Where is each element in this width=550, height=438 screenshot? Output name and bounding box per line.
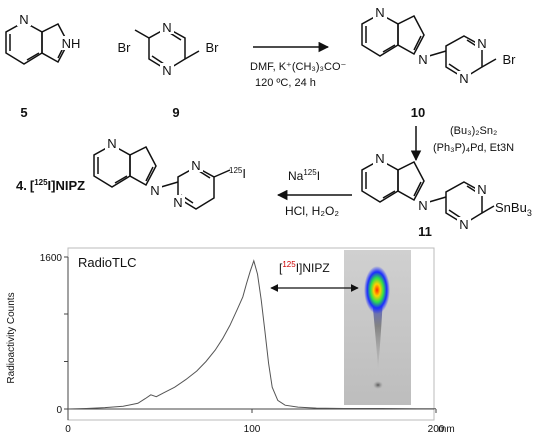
- compound-11-sn: SnBu: [495, 200, 527, 215]
- compound-4-atom-n-pz1: N: [191, 158, 200, 173]
- compound-11-atom-n-pz2: N: [459, 217, 468, 232]
- compound-11-label: 11: [418, 224, 432, 239]
- compound-10-atom-n-pz2: N: [459, 71, 468, 86]
- compound-4-atom-n-pyrrole: N: [150, 183, 159, 198]
- compound-5-atom-n: N: [19, 12, 28, 27]
- y-tick-label: 0: [56, 405, 62, 416]
- compound-10-atom-n-top: N: [375, 5, 384, 20]
- step3-conditions-1: Na125I: [288, 168, 320, 183]
- compound-5-structure: [5, 21, 69, 65]
- compound-9-br-right: Br: [206, 40, 220, 55]
- step2-conditions-1: (Bu₃)₂Sn₂: [450, 125, 497, 137]
- compound-4-atom-n-pz2: N: [173, 195, 182, 210]
- compound-11-sn-sub: 3: [527, 208, 532, 218]
- compound-4-structure: [93, 144, 231, 210]
- reaction-scheme: N NH 5 N N Br Br 9 DMF, K⁺(CH₃)₃CO⁻ 120 …: [5, 5, 532, 239]
- step1-conditions-1: DMF, K⁺(CH₃)₃CO⁻: [250, 61, 347, 73]
- x-tick-label: 100: [244, 424, 261, 435]
- compound-10-atom-n-pyrrole: N: [418, 52, 427, 67]
- compound-4-atom-n-top: N: [107, 136, 116, 151]
- y-axis-label: Radioactivity Counts: [6, 292, 17, 383]
- x-tick-label: 0: [65, 424, 71, 435]
- chart-title: RadioTLC: [78, 255, 137, 270]
- x-axis-unit: mm: [438, 424, 455, 435]
- compound-10-br: Br: [503, 52, 517, 67]
- compound-9-br-left: Br: [118, 40, 132, 55]
- compound-4-iodine: 125I: [229, 166, 246, 181]
- y-tick-label: 1600: [40, 253, 63, 264]
- compound-10-label: 10: [411, 105, 425, 120]
- y-ticks: 0 1600: [40, 253, 68, 416]
- step3-conditions-2: HCl, H₂O₂: [285, 204, 339, 218]
- step1-conditions-2: 120 ºC, 24 h: [255, 77, 316, 89]
- compound-9-atom-n: N: [162, 20, 171, 35]
- compound-5-atom-nh: NH: [62, 36, 81, 51]
- radiotlc-chart: 0 1600 0 100 200 RadioTLC Radioactivity Cou…: [6, 247, 455, 435]
- compound-10-atom-n-pz1: N: [477, 36, 486, 51]
- compound-4-label: 4. [125I]NIPZ: [16, 178, 85, 193]
- compound-11-substituent: SnBu3: [495, 200, 532, 218]
- compound-9-label: 9: [172, 105, 179, 120]
- compound-9-atom-n-2: N: [162, 63, 171, 78]
- x-tick-label: 200: [428, 424, 445, 435]
- peak-annotation: [125I]NIPZ: [279, 260, 330, 275]
- compound-11-atom-n-pyrrole: N: [418, 198, 427, 213]
- compound-11-atom-n-top: N: [375, 151, 384, 166]
- compound-11-structure: [361, 159, 495, 225]
- x-ticks: 0 100 200: [65, 409, 445, 435]
- compound-5-label: 5: [20, 105, 27, 120]
- compound-11-atom-n-pz1: N: [477, 182, 486, 197]
- tlc-strip-image: [344, 250, 411, 405]
- series-line: [67, 259, 436, 410]
- step2-conditions-2: (Ph₃P)₄Pd, Et3N: [433, 142, 514, 154]
